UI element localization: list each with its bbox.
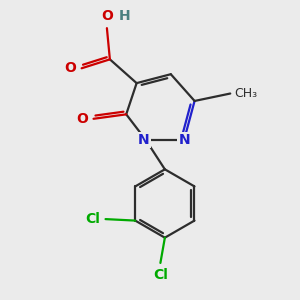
Text: CH₃: CH₃ xyxy=(235,87,258,100)
Text: O: O xyxy=(76,112,88,126)
Text: Cl: Cl xyxy=(153,268,168,282)
Text: O: O xyxy=(64,61,76,75)
Text: N: N xyxy=(138,133,150,147)
Text: H: H xyxy=(119,9,130,23)
Text: N: N xyxy=(178,133,190,147)
Text: O: O xyxy=(101,9,113,23)
Text: Cl: Cl xyxy=(85,212,100,226)
